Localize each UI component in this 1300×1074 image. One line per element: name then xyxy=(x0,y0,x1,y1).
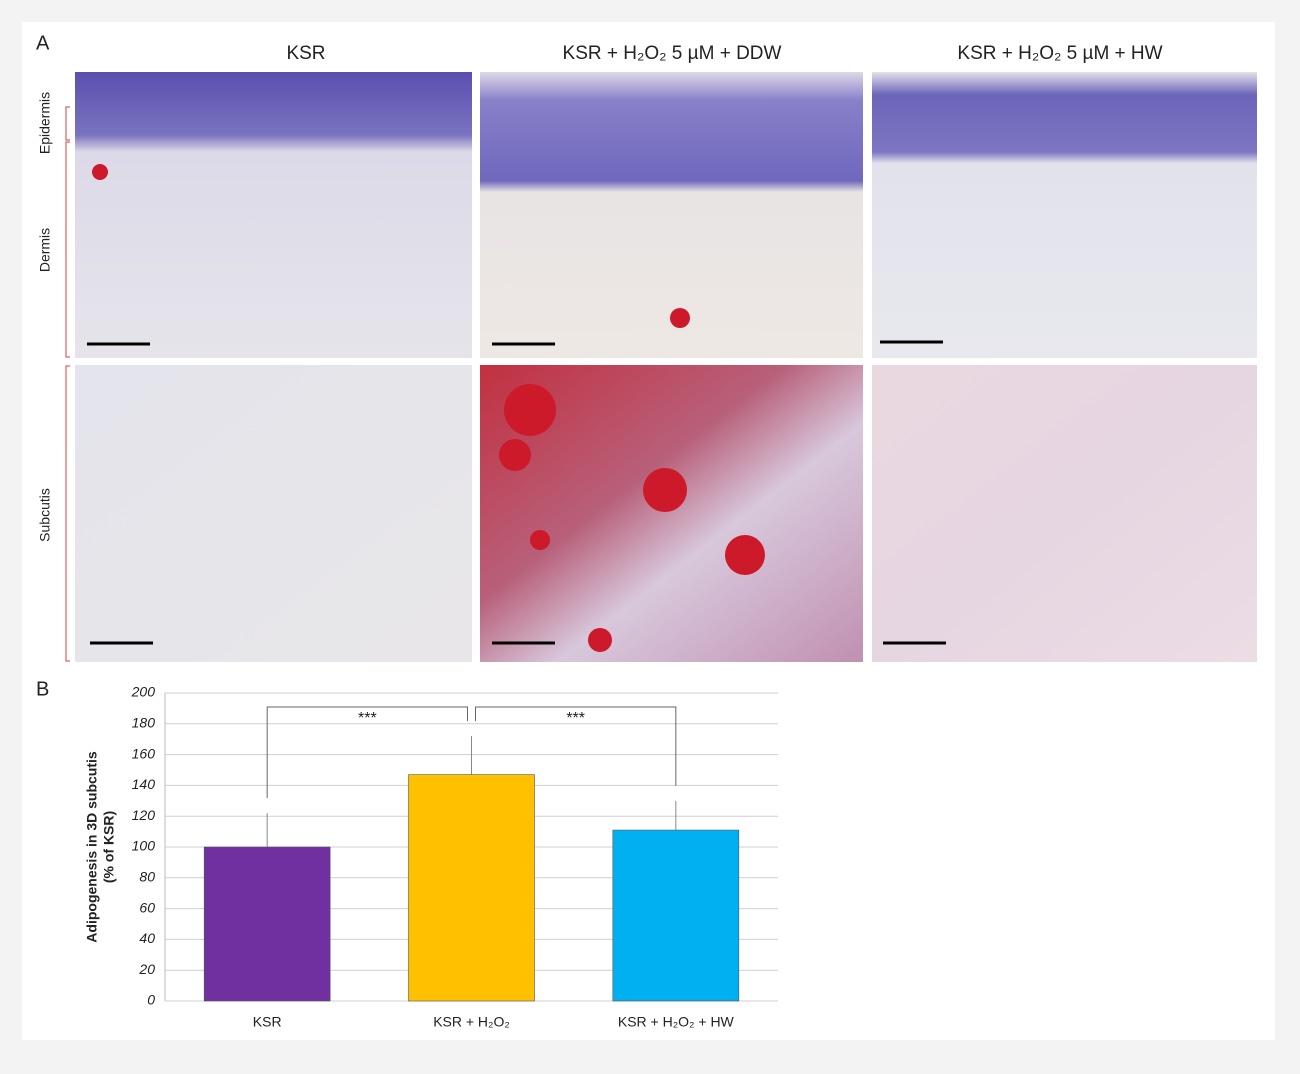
micrograph xyxy=(75,365,472,662)
column-title: KSR + H₂O₂ 5 µM + DDW xyxy=(563,43,782,64)
y-tick-label: 160 xyxy=(132,745,156,761)
y-tick-label: 140 xyxy=(132,776,156,792)
y-tick-label: 80 xyxy=(139,869,155,885)
x-tick-label: KSR + H₂O₂ + HW xyxy=(618,1014,735,1030)
significance-bracket xyxy=(266,706,468,799)
micrograph xyxy=(872,72,1257,358)
panel-label: B xyxy=(36,678,49,700)
y-tick-label: 60 xyxy=(139,899,155,915)
y-tick-label: 120 xyxy=(132,807,156,823)
bar xyxy=(203,846,331,1002)
row-label: Subcutis xyxy=(37,488,53,542)
x-tick-label: KSR xyxy=(253,1014,282,1030)
significance-label: *** xyxy=(358,710,377,727)
micrographs xyxy=(65,72,1257,662)
x-tick-label: KSR + H₂O₂ xyxy=(433,1014,510,1030)
y-axis-title: (% of KSR) xyxy=(101,811,117,883)
stain-blobs xyxy=(92,164,765,652)
layer-brackets xyxy=(65,106,70,662)
row-label: Epidermis xyxy=(37,92,53,154)
column-title: KSR + H₂O₂ 5 µM + HW xyxy=(957,43,1162,64)
row-label: Dermis xyxy=(37,228,53,272)
micrograph xyxy=(872,365,1257,662)
y-tick-label: 180 xyxy=(132,715,156,731)
scale-bars xyxy=(87,340,946,645)
y-tick-label: 40 xyxy=(139,930,155,946)
y-axis-title: Adipogenesis in 3D subcutis xyxy=(84,751,100,943)
bar xyxy=(408,774,535,1002)
y-tick-label: 200 xyxy=(131,684,156,700)
significance-label: *** xyxy=(566,710,585,727)
bar xyxy=(612,829,740,1002)
micrograph xyxy=(480,72,863,358)
y-tick-label: 0 xyxy=(147,992,155,1008)
y-tick-label: 100 xyxy=(132,838,156,854)
micrograph xyxy=(75,72,472,358)
panel-label: A xyxy=(36,32,50,54)
significance-bracket xyxy=(475,706,677,786)
column-title: KSR xyxy=(286,43,325,64)
y-tick-label: 20 xyxy=(138,961,155,977)
